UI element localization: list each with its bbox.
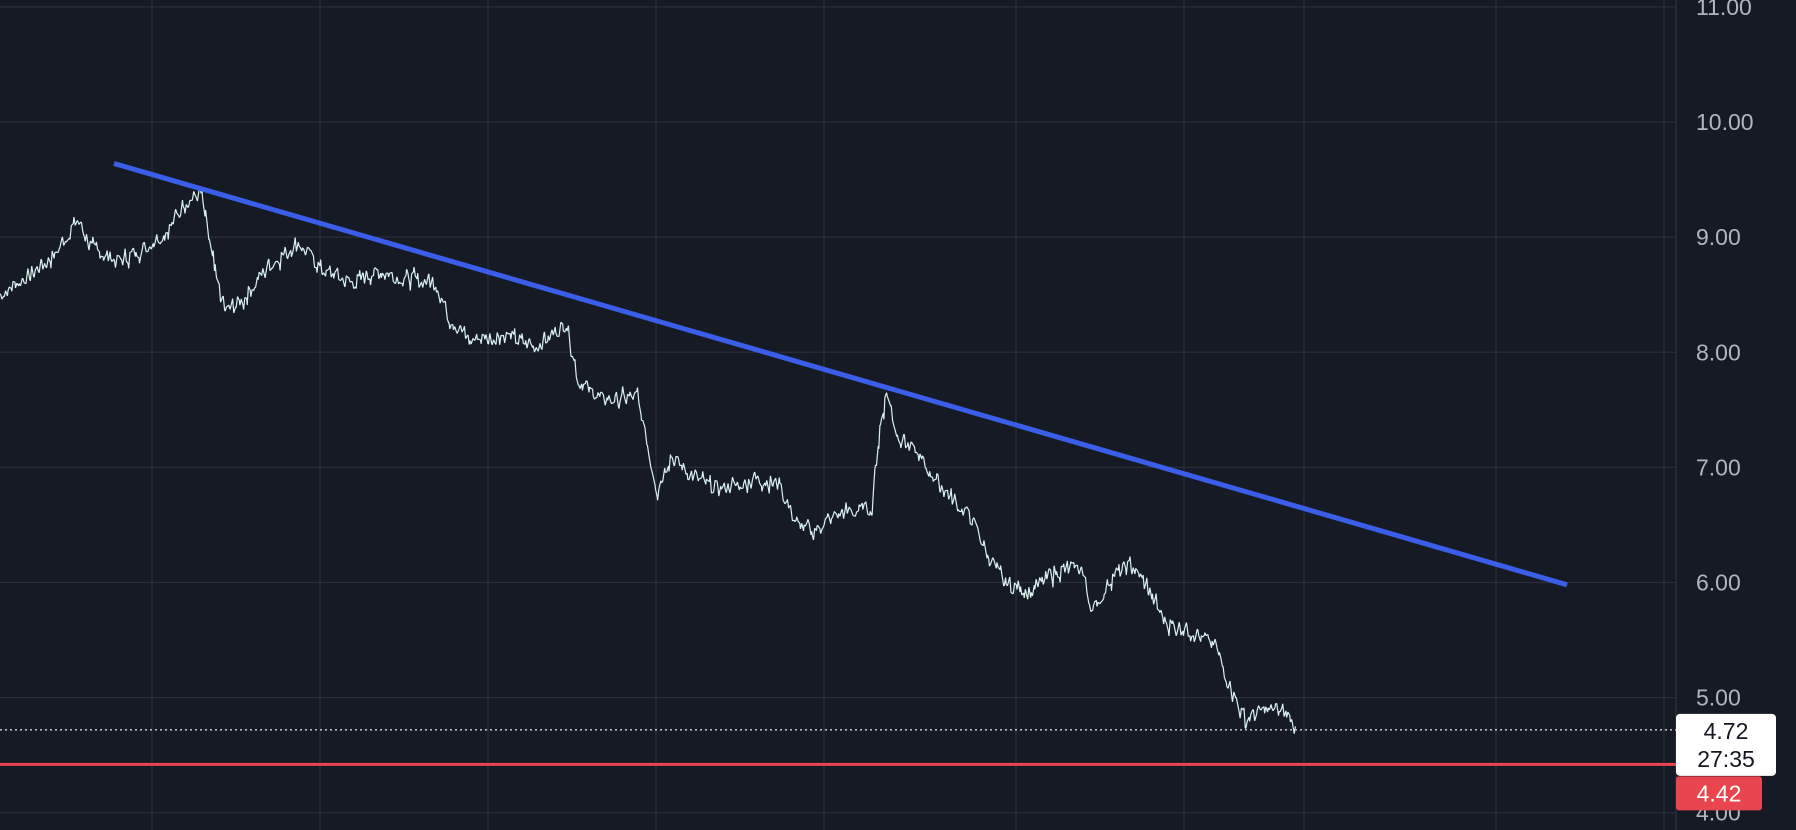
y-tick-label-2: 9.00 [1696, 224, 1741, 250]
grid-lines [0, 0, 1676, 830]
support-price-badge-bg [1676, 776, 1762, 811]
support-price-label: 4.42 [1697, 780, 1742, 806]
price-series [0, 186, 1297, 734]
y-tick-label-6: 5.00 [1696, 685, 1741, 711]
current-price-badge-bg [1676, 713, 1776, 776]
trendline[interactable] [113, 161, 1568, 588]
current-price-label: 4.72 [1704, 718, 1749, 744]
support-price-badge: 4.42 [1676, 776, 1762, 811]
y-tick-label-3: 8.00 [1696, 339, 1741, 365]
y-tick-label-0: 11.00 [1696, 0, 1752, 20]
y-tick-label-4: 7.00 [1696, 454, 1741, 480]
y-tick-label-1: 10.00 [1696, 109, 1754, 135]
drawing-lines[interactable] [0, 161, 1676, 766]
bar-countdown-label: 27:35 [1697, 746, 1755, 772]
price-badges: 4.72 27:35 4.42 [1676, 713, 1776, 811]
price-line [0, 186, 1297, 734]
y-tick-label-5: 6.00 [1696, 569, 1741, 595]
current-price-badge: 4.72 27:35 [1676, 713, 1776, 776]
